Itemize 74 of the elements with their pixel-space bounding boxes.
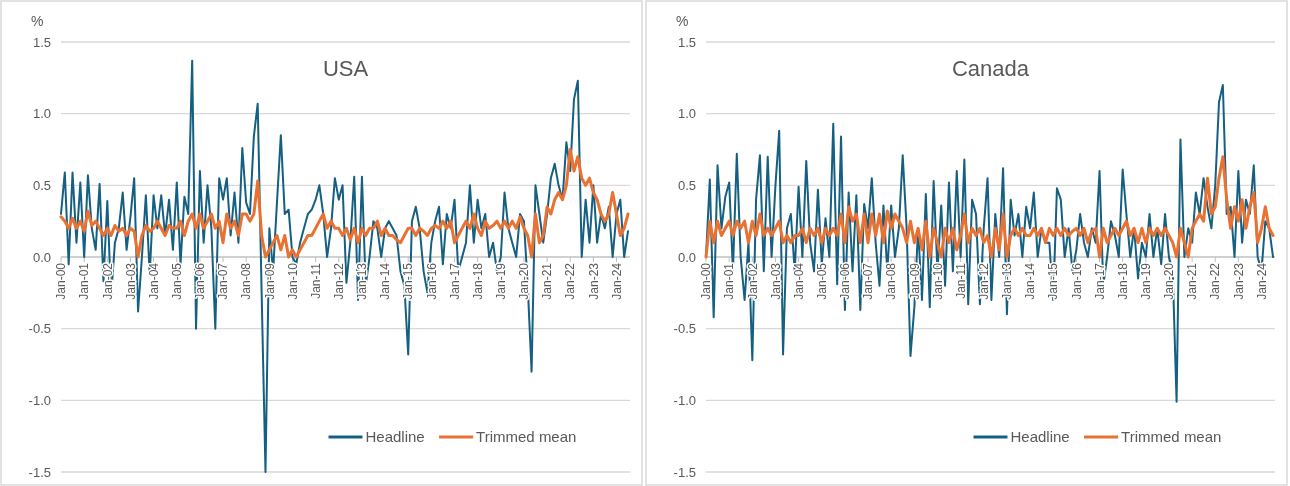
line-series xyxy=(59,148,630,259)
x-tick-label: Jan-10 xyxy=(285,262,300,300)
x-tick-label: Jan-23 xyxy=(1231,262,1246,300)
x-tick-label: Jan-16 xyxy=(1069,262,1084,300)
x-tick-label: Jan-20 xyxy=(1162,262,1177,300)
x-tick-label: Jan-06 xyxy=(838,262,853,300)
x-tick-label: Jan-00 xyxy=(54,262,69,300)
x-tick-label: Jan-17 xyxy=(1092,262,1107,300)
x-tick-label: Jan-04 xyxy=(791,262,806,300)
x-tick-label: Jan-24 xyxy=(1254,262,1269,300)
x-tick-label: Jan-14 xyxy=(378,262,393,300)
y-tick-label: 1.5 xyxy=(32,34,51,50)
x-tick-label: Jan-22 xyxy=(563,262,578,300)
x-tick-label: Jan-14 xyxy=(1023,262,1038,300)
y-tick-label: 0.5 xyxy=(32,177,51,193)
y-axis-title: % xyxy=(676,13,689,29)
x-tick-label: Jan-09 xyxy=(262,262,277,300)
y-tick-label: -1.0 xyxy=(28,392,51,408)
x-tick-label: Jan-12 xyxy=(331,262,346,300)
x-tick-label: Jan-04 xyxy=(146,262,161,300)
y-tick-label: 1.0 xyxy=(677,106,696,122)
x-tick-label: Jan-05 xyxy=(169,262,184,300)
x-tick-label: Jan-15 xyxy=(1046,262,1061,300)
x-tick-label: Jan-00 xyxy=(699,262,714,300)
x-tick-label: Jan-05 xyxy=(814,262,829,300)
y-tick-label: -1.5 xyxy=(673,464,696,480)
legend-label: Trimmed mean xyxy=(1121,428,1222,446)
x-tick-label: Jan-11 xyxy=(308,262,323,299)
x-tick-label: Jan-17 xyxy=(447,262,462,300)
x-tick-label: Jan-01 xyxy=(77,262,92,300)
y-tick-label: 0.0 xyxy=(32,249,51,265)
x-tick-label: Jan-07 xyxy=(216,262,231,300)
y-tick-label: 1.0 xyxy=(32,106,51,122)
y-tick-label: 1.5 xyxy=(677,34,696,50)
y-tick-label: -1.0 xyxy=(673,392,696,408)
x-tick-label: Jan-09 xyxy=(907,262,922,300)
x-tick-label: Jan-23 xyxy=(586,262,601,300)
x-tick-label: Jan-19 xyxy=(1138,262,1153,300)
y-tick-label: 0.5 xyxy=(677,177,696,193)
x-tick-label: Jan-10 xyxy=(930,262,945,300)
x-tick-label: Jan-19 xyxy=(493,262,508,300)
y-tick-label: -0.5 xyxy=(28,321,51,337)
x-tick-label: Jan-07 xyxy=(861,262,876,300)
x-tick-label: Jan-15 xyxy=(401,262,416,300)
x-tick-label: Jan-12 xyxy=(976,262,991,300)
legend-label: Headline xyxy=(365,428,425,446)
x-tick-label: Jan-21 xyxy=(540,262,555,300)
x-tick-label: Jan-22 xyxy=(1208,262,1223,300)
x-tick-label: Jan-21 xyxy=(1185,262,1200,300)
y-tick-label: -1.5 xyxy=(28,464,51,480)
x-tick-label: Jan-13 xyxy=(1000,262,1015,300)
x-tick-label: Jan-13 xyxy=(355,262,370,300)
x-tick-label: Jan-02 xyxy=(100,262,115,300)
legend-label: Trimmed mean xyxy=(476,428,577,446)
x-tick-label: Jan-24 xyxy=(609,262,624,300)
x-tick-label: Jan-08 xyxy=(239,262,254,300)
y-tick-label: -0.5 xyxy=(673,321,696,337)
line-series xyxy=(704,155,1275,259)
x-tick-label: Jan-01 xyxy=(722,262,737,300)
y-axis-title: % xyxy=(31,13,44,29)
x-tick-label: Jan-18 xyxy=(1115,262,1130,300)
x-tick-label: Jan-20 xyxy=(517,262,532,300)
x-tick-label: Jan-18 xyxy=(470,262,485,300)
x-tick-label: Jan-02 xyxy=(745,262,760,300)
text: USA xyxy=(322,56,369,81)
x-tick-label: Jan-11 xyxy=(953,262,968,299)
y-tick-label: 0.0 xyxy=(677,249,696,265)
x-tick-label: Jan-16 xyxy=(424,262,439,300)
x-tick-label: Jan-03 xyxy=(123,262,138,300)
x-tick-label: Jan-08 xyxy=(884,262,899,300)
text: Canada xyxy=(951,56,1030,81)
legend-label: Headline xyxy=(1010,428,1070,446)
x-tick-label: Jan-03 xyxy=(768,262,783,300)
x-tick-label: Jan-06 xyxy=(193,262,208,300)
